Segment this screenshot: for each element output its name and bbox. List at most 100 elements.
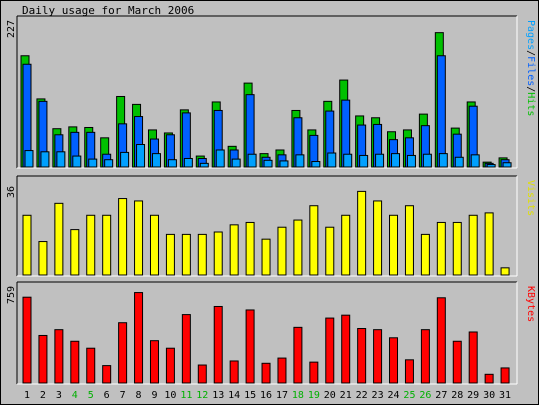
bar-files-day-27 bbox=[436, 55, 446, 168]
bar-pages-day-29 bbox=[470, 154, 480, 168]
bar-pages-day-30 bbox=[486, 164, 496, 168]
bar-kbytes-day-4 bbox=[70, 340, 80, 384]
bar-visits-day-5 bbox=[86, 214, 96, 276]
bar-kbytes-day-25 bbox=[404, 359, 414, 384]
bar-kbytes-day-12 bbox=[197, 364, 207, 384]
panel-2: 36 Visits bbox=[6, 175, 536, 277]
bar-kbytes-day-13 bbox=[213, 305, 223, 384]
bar-pages-day-11 bbox=[183, 157, 193, 168]
day-label-11: 11 bbox=[180, 390, 192, 401]
bar-kbytes-day-3 bbox=[54, 329, 64, 384]
day-label-30: 30 bbox=[483, 390, 495, 401]
day-label-10: 10 bbox=[164, 390, 176, 401]
bar-pages-day-10 bbox=[167, 159, 177, 168]
panel-3-max-label: 759 bbox=[6, 286, 17, 304]
bar-visits-day-8 bbox=[134, 200, 144, 276]
bar-kbytes-day-11 bbox=[181, 314, 191, 384]
bar-kbytes-day-6 bbox=[102, 365, 112, 384]
bar-visits-day-23 bbox=[373, 200, 383, 276]
series-label-part-4: Hits bbox=[525, 92, 536, 116]
bar-visits-day-20 bbox=[325, 226, 335, 276]
bar-pages-day-20 bbox=[327, 152, 337, 168]
day-label-22: 22 bbox=[356, 390, 368, 401]
panel-1-max-label: 227 bbox=[6, 20, 17, 38]
panel-2-series-label: Visits bbox=[525, 180, 536, 216]
day-label-28: 28 bbox=[451, 390, 463, 401]
bar-visits-day-2 bbox=[38, 241, 48, 276]
bar-visits-day-13 bbox=[213, 231, 223, 276]
panel-3-series-label: KBytes bbox=[525, 286, 536, 322]
bar-pages-day-7 bbox=[120, 151, 130, 168]
bar-visits-day-17 bbox=[277, 226, 287, 276]
day-labels: 1 2 3 4 5 6 7 8 9 10 11 12 13 14 15 16 17 18 19 20 21 22 23 24 2… bbox=[24, 390, 511, 401]
day-label-27: 27 bbox=[435, 390, 447, 401]
panel-2-max-label: 36 bbox=[6, 186, 17, 198]
day-label-19: 19 bbox=[308, 390, 320, 401]
day-label-8: 8 bbox=[136, 390, 142, 401]
bar-kbytes-day-14 bbox=[229, 360, 239, 384]
bar-visits-day-9 bbox=[149, 214, 159, 276]
bar-kbytes-day-10 bbox=[165, 347, 175, 384]
bar-kbytes-day-24 bbox=[389, 337, 399, 384]
bar-kbytes-day-23 bbox=[373, 329, 383, 384]
bar-visits-day-10 bbox=[165, 233, 175, 276]
panel-3: 759 KBytes bbox=[6, 281, 536, 385]
bar-pages-day-5 bbox=[88, 158, 98, 168]
bar-pages-day-12 bbox=[199, 162, 209, 168]
series-label-part-3: / bbox=[525, 86, 536, 92]
bar-kbytes-day-29 bbox=[468, 331, 478, 384]
bar-pages-day-14 bbox=[231, 158, 241, 168]
day-label-20: 20 bbox=[324, 390, 336, 401]
bar-pages-day-25 bbox=[406, 154, 416, 168]
day-label-16: 16 bbox=[260, 390, 272, 401]
day-label-13: 13 bbox=[212, 390, 224, 401]
bar-visits-day-12 bbox=[197, 233, 207, 276]
day-label-6: 6 bbox=[104, 390, 110, 401]
bar-visits-day-11 bbox=[181, 233, 191, 276]
bar-kbytes-day-1 bbox=[22, 296, 32, 384]
bar-visits-day-15 bbox=[245, 221, 255, 276]
bar-visits-day-28 bbox=[452, 221, 462, 276]
bar-pages-day-31 bbox=[502, 162, 512, 168]
bar-kbytes-day-31 bbox=[500, 367, 510, 384]
bar-visits-day-4 bbox=[70, 229, 80, 276]
day-label-17: 17 bbox=[276, 390, 288, 401]
bar-pages-day-2 bbox=[40, 151, 50, 168]
bar-pages-day-4 bbox=[72, 155, 82, 168]
series-label-part-1: / bbox=[525, 50, 536, 56]
bar-pages-day-16 bbox=[263, 159, 273, 168]
bar-visits-day-21 bbox=[341, 214, 351, 276]
bar-pages-day-6 bbox=[104, 159, 114, 168]
day-label-14: 14 bbox=[228, 390, 240, 401]
day-label-26: 26 bbox=[419, 390, 431, 401]
day-label-9: 9 bbox=[151, 390, 157, 401]
chart-title: Daily usage for March 2006 bbox=[22, 4, 195, 17]
bar-pages-day-27 bbox=[438, 153, 448, 168]
bar-kbytes-day-21 bbox=[341, 314, 351, 384]
bar-visits-day-31 bbox=[500, 267, 510, 276]
day-label-1: 1 bbox=[24, 390, 30, 401]
day-label-2: 2 bbox=[40, 390, 46, 401]
bar-kbytes-day-2 bbox=[38, 334, 48, 384]
bar-kbytes-day-9 bbox=[149, 340, 159, 384]
bar-pages-day-23 bbox=[375, 153, 385, 168]
day-label-12: 12 bbox=[196, 390, 208, 401]
day-label-7: 7 bbox=[120, 390, 126, 401]
bar-kbytes-day-19 bbox=[309, 361, 319, 384]
bar-visits-day-1 bbox=[22, 214, 32, 276]
bar-pages-day-15 bbox=[247, 153, 257, 168]
bar-kbytes-day-20 bbox=[325, 317, 335, 384]
bar-visits-day-26 bbox=[420, 233, 430, 276]
bar-visits-day-14 bbox=[229, 224, 239, 276]
bar-kbytes-day-8 bbox=[134, 292, 144, 384]
bar-kbytes-day-28 bbox=[452, 340, 462, 384]
day-label-31: 31 bbox=[499, 390, 511, 401]
bar-pages-day-17 bbox=[279, 160, 289, 168]
bar-kbytes-day-17 bbox=[277, 357, 287, 384]
bar-kbytes-day-5 bbox=[86, 347, 96, 384]
bar-pages-day-18 bbox=[295, 154, 305, 168]
day-label-18: 18 bbox=[292, 390, 304, 401]
bar-visits-day-19 bbox=[309, 205, 319, 276]
bar-kbytes-day-16 bbox=[261, 362, 271, 384]
